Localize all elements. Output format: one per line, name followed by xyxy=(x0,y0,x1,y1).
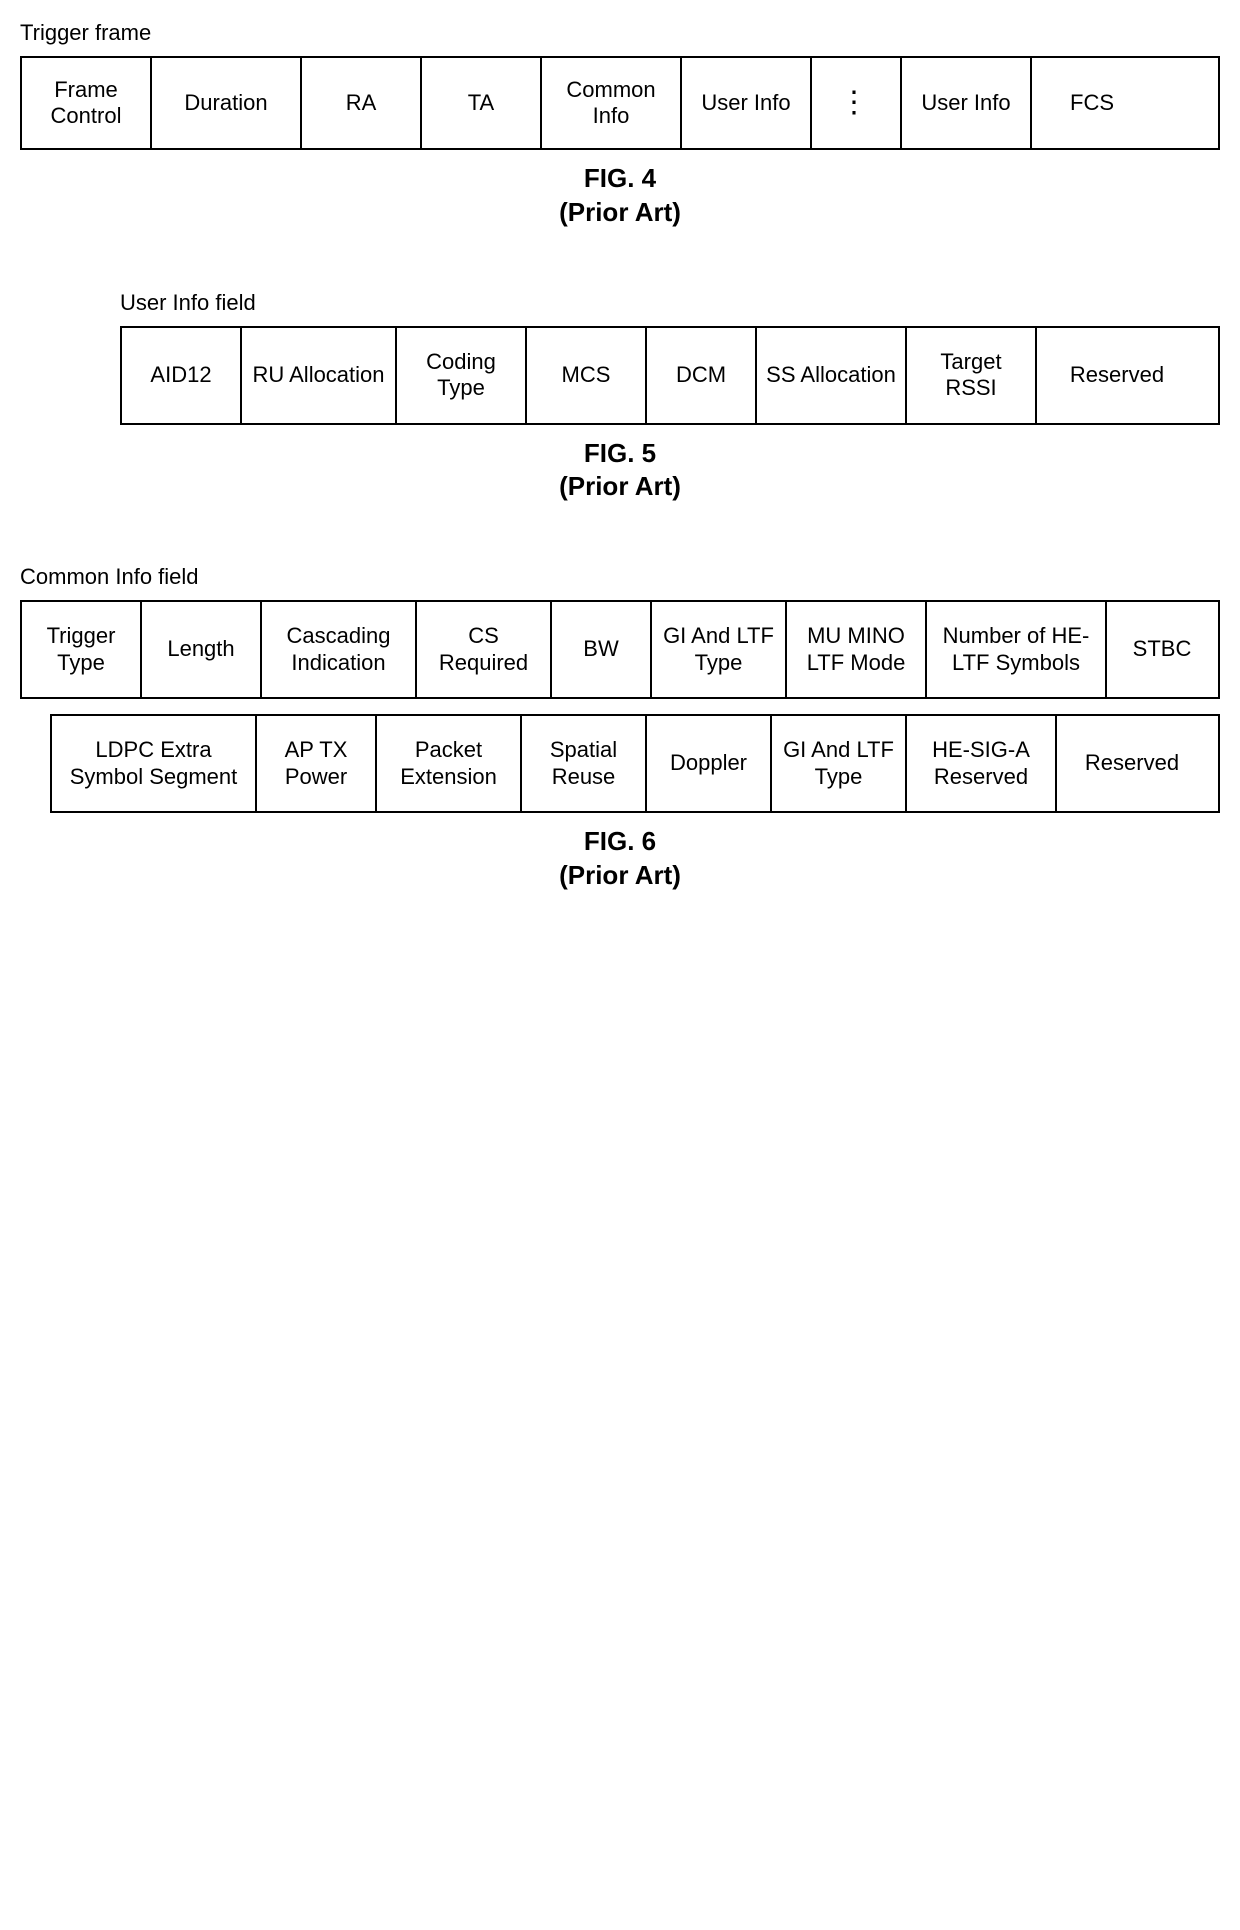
fig6-cell-gi-ltf-type-1: GI And LTF Type xyxy=(652,602,787,697)
fig6-label: Common Info field xyxy=(20,564,1220,590)
fig4-label: Trigger frame xyxy=(20,20,1220,46)
fig5-cell-coding-type: Coding Type xyxy=(397,328,527,423)
fig6-cell-spatial-reuse: Spatial Reuse xyxy=(522,716,647,811)
fig6-row1: Trigger Type Length Cascading Indication… xyxy=(20,600,1220,699)
fig5-cell-reserved: Reserved xyxy=(1037,328,1197,423)
fig6-caption-line2: (Prior Art) xyxy=(20,859,1220,893)
figure-6: Common Info field Trigger Type Length Ca… xyxy=(20,564,1220,893)
figure-4: Trigger frame Frame Control Duration RA … xyxy=(20,20,1220,230)
fig5-label: User Info field xyxy=(120,290,1220,316)
fig4-cell-common-info: Common Info xyxy=(542,58,682,148)
fig6-caption-line1: FIG. 6 xyxy=(20,825,1220,859)
fig5-caption-line2: (Prior Art) xyxy=(20,470,1220,504)
fig5-cell-dcm: DCM xyxy=(647,328,757,423)
fig4-cell-ellipsis: ⋮ xyxy=(812,58,902,148)
fig6-cell-cascading-indication: Cascading Indication xyxy=(262,602,417,697)
figure-5: User Info field AID12 RU Allocation Codi… xyxy=(20,290,1220,505)
fig5-row: AID12 RU Allocation Coding Type MCS DCM … xyxy=(120,326,1220,425)
fig4-cell-duration: Duration xyxy=(152,58,302,148)
fig6-cell-ldpc-extra-symbol-segment: LDPC Extra Symbol Segment xyxy=(52,716,257,811)
fig4-caption: FIG. 4 (Prior Art) xyxy=(20,162,1220,230)
fig4-cell-user-info-1: User Info xyxy=(682,58,812,148)
fig6-cell-reserved: Reserved xyxy=(1057,716,1207,811)
fig6-cell-he-sig-a-reserved: HE-SIG-A Reserved xyxy=(907,716,1057,811)
fig4-cell-frame-control: Frame Control xyxy=(22,58,152,148)
fig5-cell-mcs: MCS xyxy=(527,328,647,423)
fig6-cell-stbc: STBC xyxy=(1107,602,1217,697)
fig4-cell-ta: TA xyxy=(422,58,542,148)
fig5-cell-aid12: AID12 xyxy=(122,328,242,423)
fig6-cell-length: Length xyxy=(142,602,262,697)
fig4-row: Frame Control Duration RA TA Common Info… xyxy=(20,56,1220,150)
fig5-cell-ru-allocation: RU Allocation xyxy=(242,328,397,423)
fig6-cell-number-he-ltf-symbols: Number of HE-LTF Symbols xyxy=(927,602,1107,697)
fig6-cell-packet-extension: Packet Extension xyxy=(377,716,522,811)
fig5-caption-line1: FIG. 5 xyxy=(20,437,1220,471)
fig6-cell-doppler: Doppler xyxy=(647,716,772,811)
fig4-cell-user-info-2: User Info xyxy=(902,58,1032,148)
fig6-caption: FIG. 6 (Prior Art) xyxy=(20,825,1220,893)
fig6-cell-cs-required: CS Required xyxy=(417,602,552,697)
fig4-cell-ra: RA xyxy=(302,58,422,148)
fig6-cell-trigger-type: Trigger Type xyxy=(22,602,142,697)
fig4-cell-fcs: FCS xyxy=(1032,58,1152,148)
fig6-cell-ap-tx-power: AP TX Power xyxy=(257,716,377,811)
fig6-cell-mu-mino-ltf-mode: MU MINO LTF Mode xyxy=(787,602,927,697)
fig4-caption-line1: FIG. 4 xyxy=(20,162,1220,196)
fig5-cell-ss-allocation: SS Allocation xyxy=(757,328,907,423)
fig6-cell-gi-ltf-type-2: GI And LTF Type xyxy=(772,716,907,811)
fig6-cell-bw: BW xyxy=(552,602,652,697)
fig5-caption: FIG. 5 (Prior Art) xyxy=(20,437,1220,505)
fig5-cell-target-rssi: Target RSSI xyxy=(907,328,1037,423)
fig6-row2: LDPC Extra Symbol Segment AP TX Power Pa… xyxy=(50,714,1220,813)
fig4-caption-line2: (Prior Art) xyxy=(20,196,1220,230)
